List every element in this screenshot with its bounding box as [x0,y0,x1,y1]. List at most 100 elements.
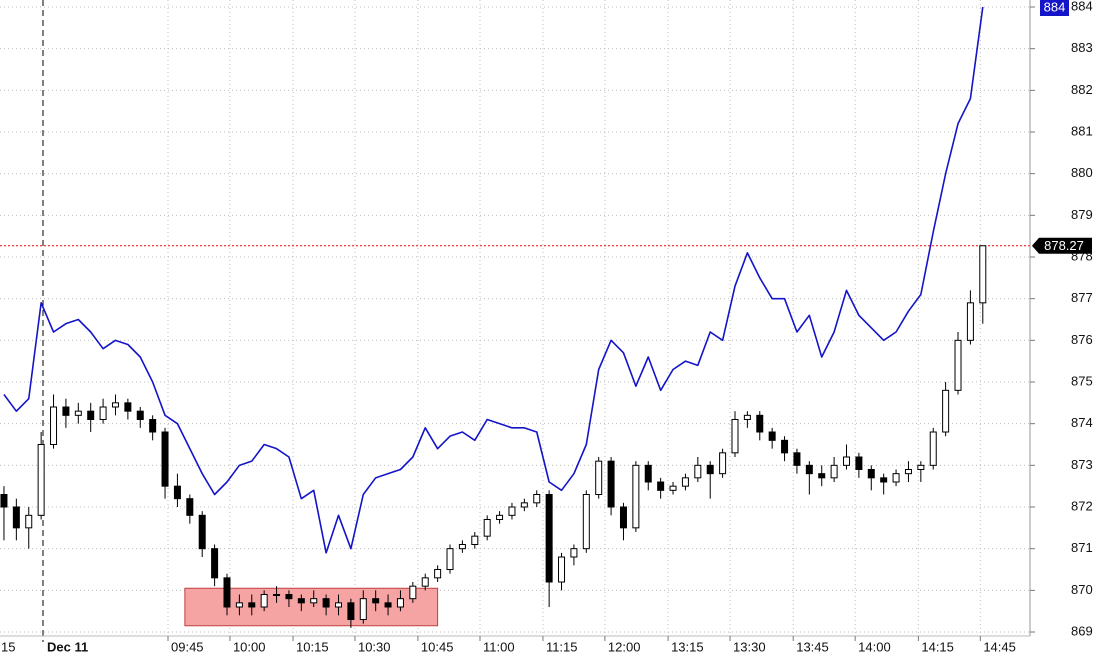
candle-body [322,598,330,608]
x-tick-label: 10:00 [233,639,266,654]
candle-body [471,535,479,546]
plot-area [0,6,1030,628]
x-tick-label: 13:45 [796,639,829,654]
x-tick-label: 15 [1,639,15,654]
candle-body [149,419,157,433]
candle-body [136,410,144,420]
candle-body [87,410,95,420]
candle-body [198,514,206,550]
candle-body [545,494,553,583]
candle-body [582,494,590,550]
candle-body [211,548,219,579]
candle-body [669,485,677,491]
candle-body [533,494,541,504]
y-tick-label: 874 [1071,415,1093,430]
candle-body [954,339,962,391]
candle-body [74,410,82,416]
candle-body [409,585,417,600]
candle-body [743,414,751,421]
candle-body [12,506,20,529]
candle-body [161,431,169,487]
candle-body [619,506,627,529]
y-tick-label: 882 [1071,82,1093,97]
y-tick-label: 876 [1071,332,1093,347]
candle-body [706,464,714,475]
candle-body [62,406,70,416]
candle-body [731,419,739,454]
candle-body [335,602,343,608]
y-tick-label: 871 [1071,540,1093,555]
candle-body [37,444,45,516]
candle-body [310,598,318,604]
y-tick-label: 879 [1071,207,1093,222]
grid [0,0,1030,642]
candle-body [186,498,194,516]
y-tick-label: 870 [1071,582,1093,597]
candle-body [396,598,404,608]
candle-body [979,245,987,304]
x-tick-label: 14:00 [858,639,891,654]
y-tick-label: 881 [1071,123,1093,138]
overlay-last-tag [1040,0,1069,16]
candle-body [694,464,702,479]
candle-body [632,464,640,529]
overlay-last-label: 884 [1044,0,1066,14]
candle-body [235,602,243,608]
candle-body [111,402,119,408]
candle-body [248,602,256,608]
x-tick-label: 14:45 [983,639,1016,654]
candle-body [223,577,231,608]
candle-body [805,464,813,475]
candle-body [657,481,665,491]
x-tick-label: 13:30 [733,639,766,654]
candle-body [285,594,293,600]
candle-body [892,473,900,483]
x-tick-label: 12:00 [608,639,641,654]
candle-body [124,402,132,412]
candle-body [681,477,689,487]
candle-body [446,548,454,571]
candle-body [855,456,863,470]
candle-body [297,598,305,604]
y-tick-label: 880 [1071,165,1093,180]
candle-body [347,602,355,620]
candle-body [756,414,764,433]
candle-body [917,464,925,471]
candle-body [173,485,181,500]
candle-body [607,460,615,508]
candle-body [25,514,33,529]
candle-body [830,464,838,479]
x-tick-label: 11:15 [546,639,578,654]
candle-body [867,469,875,479]
overlay-line [3,6,984,554]
candle-body [570,548,578,558]
last-price-tag [1032,237,1092,254]
candle-body [768,431,776,441]
candle-body [372,598,380,604]
candle-body [508,506,516,516]
y-tick-label: 877 [1071,290,1093,305]
candle-body [781,439,789,454]
candle-body [99,406,107,420]
last-price-label: 878.27 [1044,238,1084,253]
candle-body [904,469,912,475]
candle-body [50,406,58,445]
y-tick-label: 883 [1071,40,1093,55]
y-tick-label: 875 [1071,373,1093,388]
candle-body [359,598,367,621]
candle-body [273,594,281,596]
x-tick-label: 13:15 [671,639,704,654]
y-tick-label: 884 [1071,0,1093,13]
candle-body [818,473,826,479]
candle-body [558,556,566,583]
x-tick-label: 10:45 [421,639,454,654]
candle-body [880,477,888,483]
x-tick-label: 10:30 [358,639,391,654]
x-tick-label: 09:45 [171,639,204,654]
candle-body [434,569,442,579]
x-tick-label: 14:15 [921,639,954,654]
candle-body [520,502,528,508]
y-tick-label: 872 [1071,498,1093,513]
